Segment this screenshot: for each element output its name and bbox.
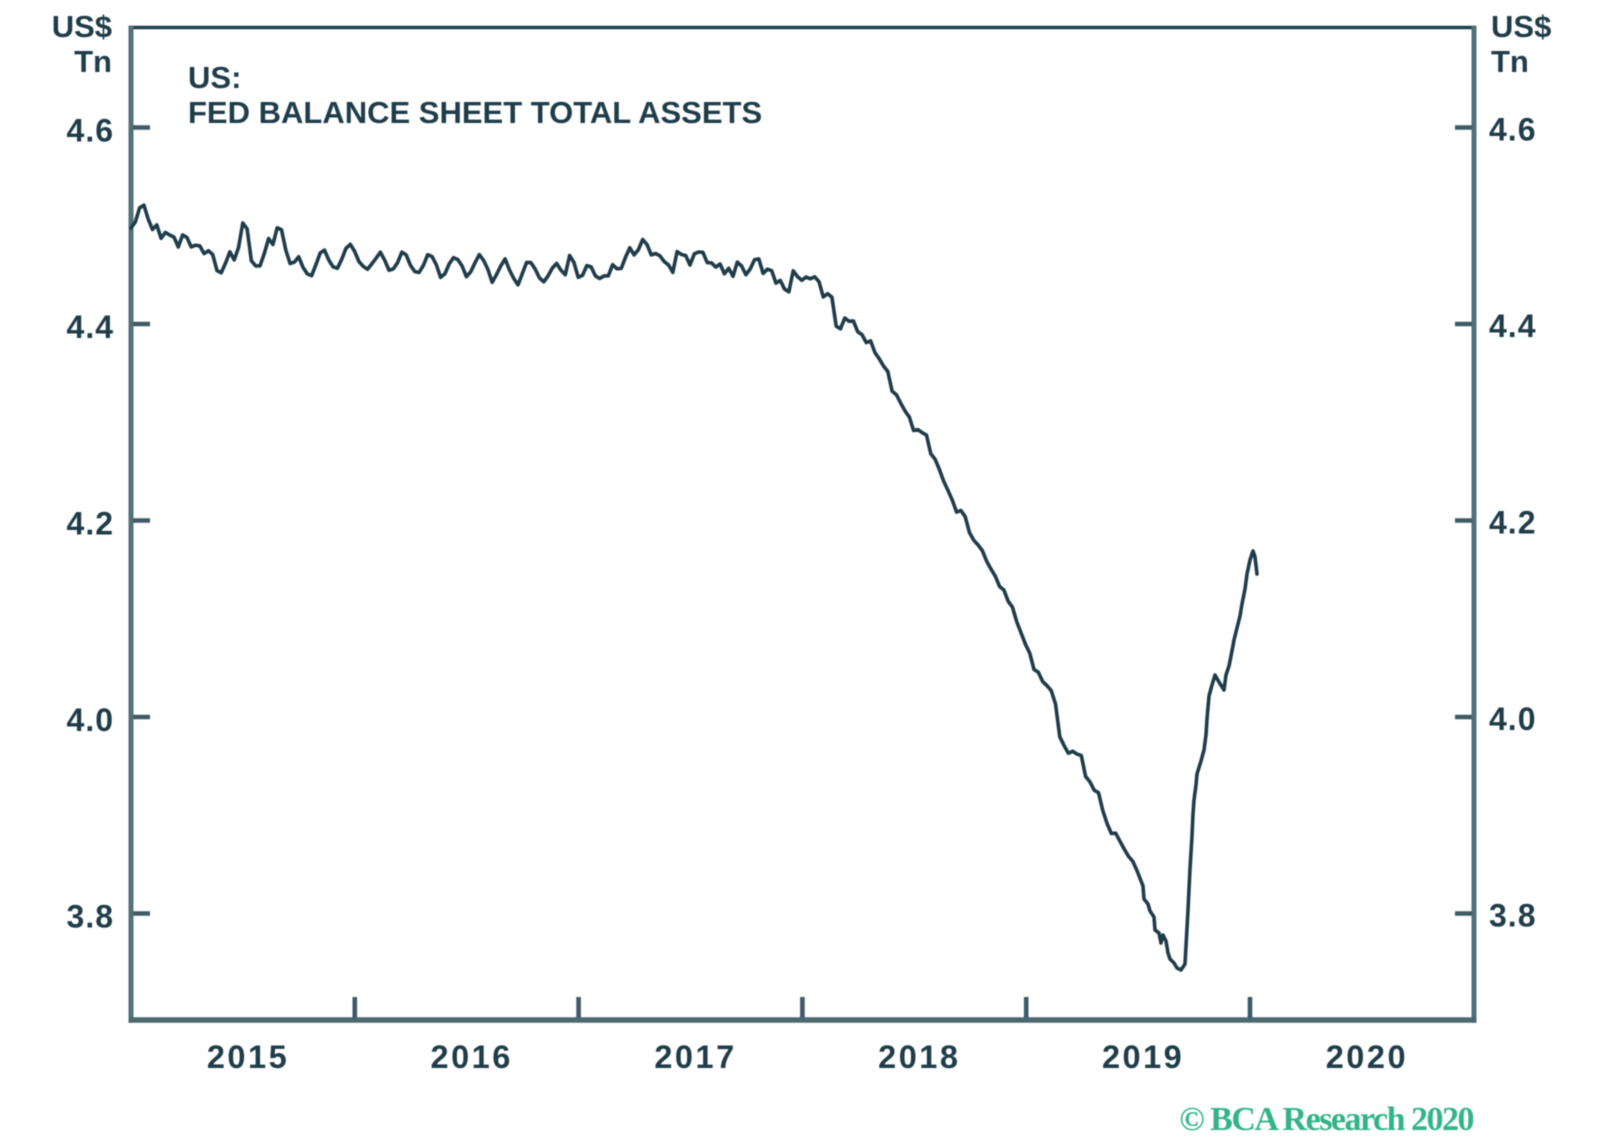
svg-text:2018: 2018 <box>878 1039 960 1075</box>
svg-text:2017: 2017 <box>654 1039 736 1075</box>
svg-text:US$: US$ <box>1491 9 1551 44</box>
svg-text:4.6: 4.6 <box>1489 112 1536 148</box>
svg-text:4.4: 4.4 <box>67 309 114 345</box>
svg-text:2016: 2016 <box>431 1039 513 1075</box>
svg-text:4.6: 4.6 <box>67 113 114 149</box>
svg-text:4.4: 4.4 <box>1489 308 1536 344</box>
svg-text:2019: 2019 <box>1102 1039 1184 1075</box>
svg-text:US$: US$ <box>52 9 112 44</box>
svg-text:4.2: 4.2 <box>1489 505 1536 541</box>
svg-text:2015: 2015 <box>207 1039 289 1075</box>
svg-text:US:: US: <box>188 60 241 95</box>
svg-text:4.0: 4.0 <box>1489 701 1536 737</box>
svg-text:3.8: 3.8 <box>1489 898 1536 934</box>
svg-text:4.2: 4.2 <box>67 506 114 542</box>
svg-text:4.0: 4.0 <box>67 702 114 738</box>
svg-text:Tn: Tn <box>1491 44 1529 79</box>
svg-text:FED BALANCE SHEET TOTAL ASSETS: FED BALANCE SHEET TOTAL ASSETS <box>188 95 762 130</box>
svg-text:© BCA Research 2020: © BCA Research 2020 <box>1179 1101 1473 1138</box>
svg-text:3.8: 3.8 <box>67 899 114 935</box>
svg-text:2020: 2020 <box>1326 1039 1408 1075</box>
svg-text:Tn: Tn <box>74 44 112 79</box>
